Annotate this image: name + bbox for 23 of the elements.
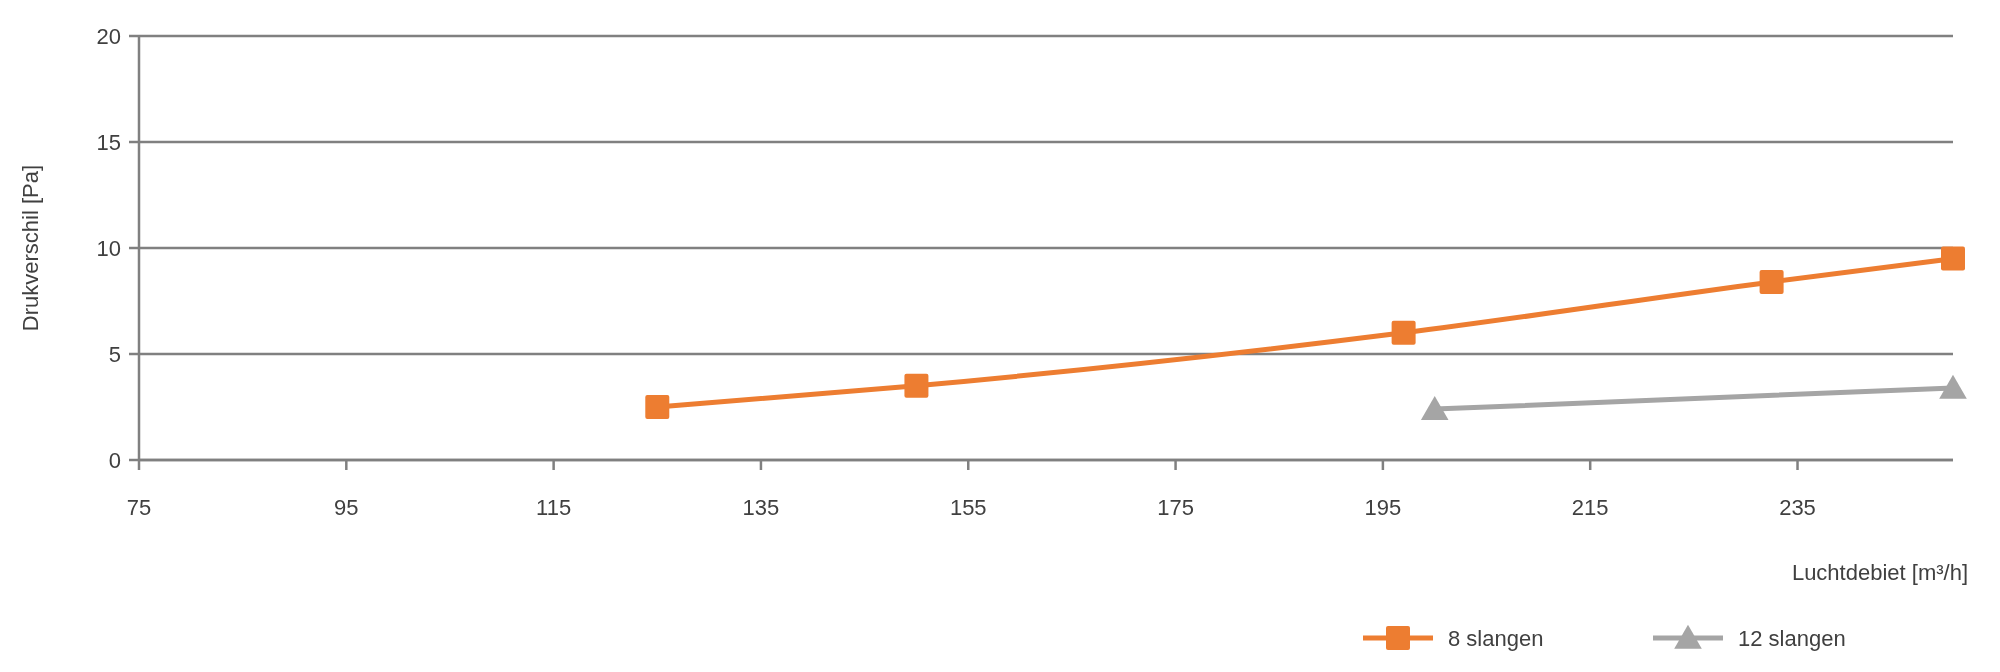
x-tick-label: 175 xyxy=(1157,495,1194,520)
y-tick-label: 20 xyxy=(96,23,121,49)
point xyxy=(904,373,929,398)
x-tick-label: 235 xyxy=(1779,495,1816,520)
y-axis-title: Drukverschil [Pa] xyxy=(18,164,43,332)
point xyxy=(1941,246,1965,271)
x-tick-label: 135 xyxy=(742,495,780,520)
x-tick-label: 215 xyxy=(1571,495,1609,520)
x-axis-title: Luchtdebiet [m³/h] xyxy=(1791,560,1968,585)
x-tick-label: 195 xyxy=(1364,495,1402,520)
point xyxy=(1391,320,1416,345)
x-tick-label: 155 xyxy=(949,495,987,520)
y-tick-label: 15 xyxy=(96,129,121,155)
y-tick-label: 10 xyxy=(96,235,121,261)
y-tick-label: 0 xyxy=(108,447,121,473)
x-tick-label: 115 xyxy=(536,495,572,520)
legend-label: 12 slangen xyxy=(1738,625,1846,651)
point xyxy=(645,395,670,419)
legend-label: 8 slangen xyxy=(1448,625,1544,651)
point xyxy=(1759,269,1784,294)
x-tick-label: 95 xyxy=(334,495,359,520)
y-tick-label: 5 xyxy=(108,341,121,367)
x-tick-label: 75 xyxy=(126,495,152,520)
